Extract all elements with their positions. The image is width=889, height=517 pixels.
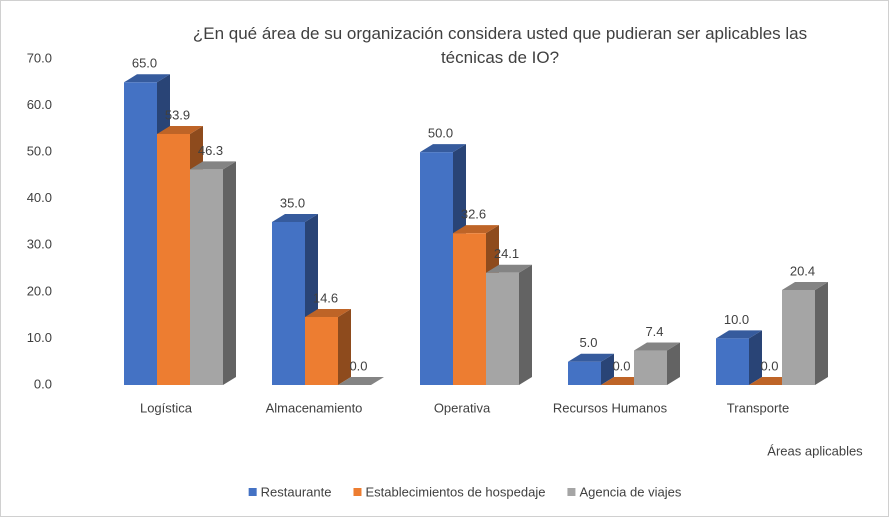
x-tick-label: Recursos Humanos [553, 400, 668, 415]
y-tick-label: 50.0 [27, 144, 52, 159]
bar [190, 169, 223, 385]
y-tick-label: 60.0 [27, 97, 52, 112]
chart-title: ¿En qué área de su organización consider… [192, 24, 808, 67]
bar-top [716, 330, 762, 339]
bar [124, 82, 157, 386]
bar-side [749, 330, 762, 385]
bar-top [157, 125, 203, 134]
value-label: 24.1 [494, 246, 519, 261]
value-label: 7.4 [645, 324, 663, 339]
value-label: 14.6 [313, 290, 338, 305]
legend-swatch [353, 488, 362, 496]
x-axis-label: Áreas aplicables [767, 443, 863, 458]
value-label: 0.0 [612, 358, 630, 373]
x-tick-label: Almacenamiento [266, 400, 363, 415]
bar-top [782, 281, 828, 290]
bar-top [305, 309, 351, 318]
y-tick-label: 10.0 [27, 330, 52, 345]
value-label: 20.4 [790, 263, 815, 278]
y-tick-label: 40.0 [27, 190, 52, 205]
value-label: 53.9 [165, 107, 190, 122]
bar [420, 152, 453, 385]
bar [782, 289, 815, 385]
legend-label: Restaurante [261, 484, 332, 499]
bar-side [519, 264, 532, 385]
bar-side [223, 161, 236, 385]
bar [486, 272, 519, 385]
bar-top [338, 377, 384, 385]
bar [305, 317, 338, 385]
value-label: 0.0 [760, 358, 778, 373]
bar-side [338, 309, 351, 385]
legend-label: Agencia de viajes [579, 484, 681, 499]
legend-label: Establecimientos de hospedaje [365, 484, 545, 499]
bar [568, 361, 601, 385]
bar [157, 133, 190, 385]
value-label: 35.0 [280, 195, 305, 210]
bar-top [634, 342, 680, 351]
bar-top [124, 74, 170, 83]
bar-top [190, 161, 236, 170]
legend-swatch [567, 488, 576, 496]
value-label: 5.0 [579, 335, 597, 350]
legend-swatch [248, 488, 257, 496]
bar [716, 338, 749, 385]
y-tick-label: 20.0 [27, 283, 52, 298]
bar-top [420, 144, 466, 153]
value-label: 10.0 [724, 312, 749, 327]
x-tick-label: Logística [140, 400, 193, 415]
bar [453, 233, 486, 385]
bar-side [667, 342, 680, 385]
x-tick-label: Operativa [434, 400, 491, 415]
bar [272, 222, 305, 385]
x-tick-label: Transporte [727, 400, 789, 415]
y-tick-label: 70.0 [27, 50, 52, 65]
y-tick-label: 30.0 [27, 237, 52, 252]
bar [634, 350, 667, 385]
value-label: 50.0 [428, 126, 453, 141]
value-label: 32.6 [461, 207, 486, 222]
y-tick-label: 0.0 [34, 376, 52, 391]
bar-side [815, 281, 828, 385]
value-label: 0.0 [349, 358, 367, 373]
bar-side [601, 353, 614, 385]
bar-top [568, 353, 614, 362]
bar-top [486, 264, 532, 273]
bar-top [272, 214, 318, 222]
value-label: 65.0 [132, 56, 157, 71]
value-label: 46.3 [198, 143, 223, 158]
bar-top [453, 225, 499, 234]
